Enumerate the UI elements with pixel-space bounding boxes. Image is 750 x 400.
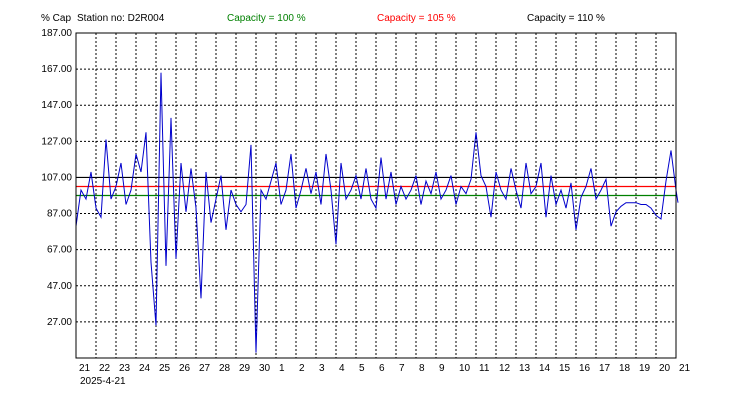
x-tick-label: 8 <box>419 363 425 374</box>
plot-frame <box>75 32 677 359</box>
y-tick-label: 67.00 <box>47 245 72 256</box>
x-tick-label: 20 <box>659 363 671 374</box>
x-tick-label: 10 <box>459 363 471 374</box>
x-start-date-label: 2025-4-21 <box>80 376 126 387</box>
x-tick-label: 23 <box>119 363 131 374</box>
legend-capacity-110: Capacity = 110 % <box>527 13 605 24</box>
x-tick-label: 9 <box>439 363 445 374</box>
legend-capacity-100: Capacity = 100 % <box>227 13 306 24</box>
x-tick-label: 6 <box>379 363 385 374</box>
x-tick-labels: 21 22 23 24 25 26 27 28 29 30 1 2 3 4 5 6 7 8 9 10 11 12 13 14 1… <box>79 363 691 374</box>
x-tick-label: 16 <box>579 363 591 374</box>
y-tick-label: 87.00 <box>47 209 72 220</box>
x-tick-label: 3 <box>319 363 325 374</box>
x-tick-label: 2 <box>299 363 305 374</box>
x-tick-label: 7 <box>399 363 405 374</box>
x-tick-label: 28 <box>219 363 231 374</box>
y-tick-label: 127.00 <box>41 136 72 147</box>
series-line-0 <box>75 72 679 353</box>
x-tick-label: 26 <box>179 363 191 374</box>
y-tick-label: 107.00 <box>41 172 72 183</box>
legend-capacity-105: Capacity = 105 % <box>377 13 456 24</box>
x-tick-label: 29 <box>239 363 251 374</box>
x-tick-label: 22 <box>99 363 111 374</box>
x-tick-label: 13 <box>519 363 531 374</box>
y-tick-labels: 187.00 167.00 147.00 127.00 107.00 87.00 67.00… <box>41 28 72 328</box>
x-tick-label: 12 <box>499 363 511 374</box>
reference-lines <box>76 176 676 197</box>
x-tick-label: 27 <box>199 363 211 374</box>
y-tick-label: 27.00 <box>47 317 72 328</box>
x-tick-label: 30 <box>259 363 271 374</box>
x-tick-label: 15 <box>559 363 571 374</box>
x-tick-label: 17 <box>599 363 611 374</box>
y-axis-unit-label: % Cap <box>41 13 72 24</box>
x-tick-label: 24 <box>139 363 151 374</box>
x-tick-label: 1 <box>279 363 285 374</box>
x-tick-label: 21 <box>79 363 91 374</box>
x-tick-label: 4 <box>339 363 345 374</box>
y-tick-label: 167.00 <box>41 64 72 75</box>
x-tick-label: 19 <box>639 363 651 374</box>
x-tick-label: 25 <box>159 363 171 374</box>
x-tick-label: 11 <box>479 363 490 374</box>
x-tick-label: 21 <box>679 363 691 374</box>
x-tick-label: 18 <box>619 363 631 374</box>
x-tick-label: 5 <box>359 363 365 374</box>
series-layer <box>75 72 679 353</box>
x-tick-label: 14 <box>539 363 551 374</box>
y-tick-label: 47.00 <box>47 281 72 292</box>
station-label: Station no: D2R004 <box>77 13 165 24</box>
y-tick-label: 187.00 <box>41 28 72 39</box>
y-tick-label: 147.00 <box>41 100 72 111</box>
